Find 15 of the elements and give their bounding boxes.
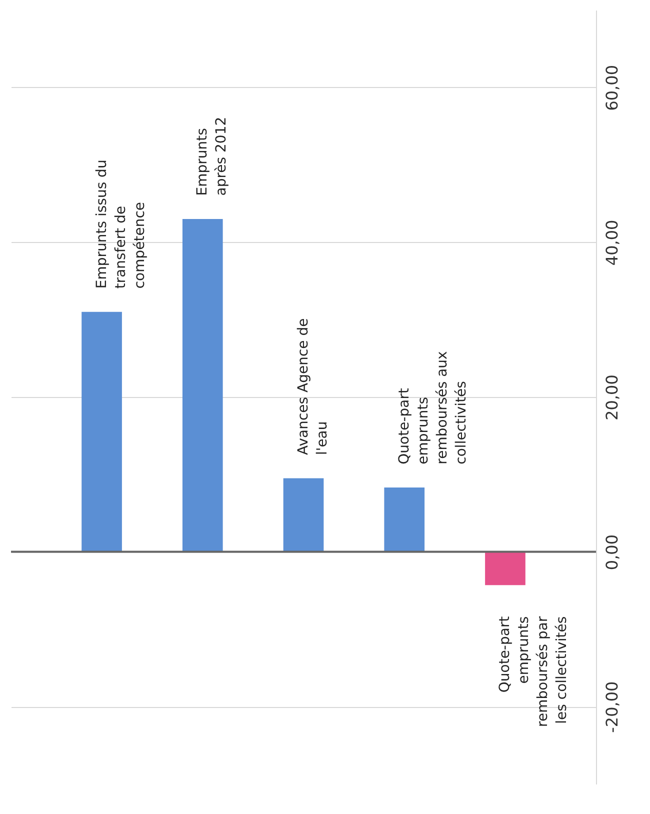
x-tick-label: Quote-part emprunts remboursés par les collectivités xyxy=(497,616,570,727)
y-tick-label: 0,00 xyxy=(602,534,622,570)
x-tick-label: Emprunts issus du transfert de compétence xyxy=(94,160,148,289)
bar xyxy=(485,552,526,586)
y-tick-label: -20,00 xyxy=(602,681,622,733)
bar xyxy=(283,478,324,552)
y-tick-label: 20,00 xyxy=(602,374,622,420)
y-tick-label: 60,00 xyxy=(602,64,622,111)
x-tick-label: Emprunts après 2012 xyxy=(194,116,230,196)
x-tick-label: Quote-part emprunts remboursés aux collectivités xyxy=(396,351,470,464)
y-tick-label: 40,00 xyxy=(602,220,622,266)
bar xyxy=(182,218,223,552)
bar xyxy=(384,488,425,552)
bar xyxy=(82,312,122,552)
x-tick-label: Avances Agence de l'eau xyxy=(296,318,330,456)
